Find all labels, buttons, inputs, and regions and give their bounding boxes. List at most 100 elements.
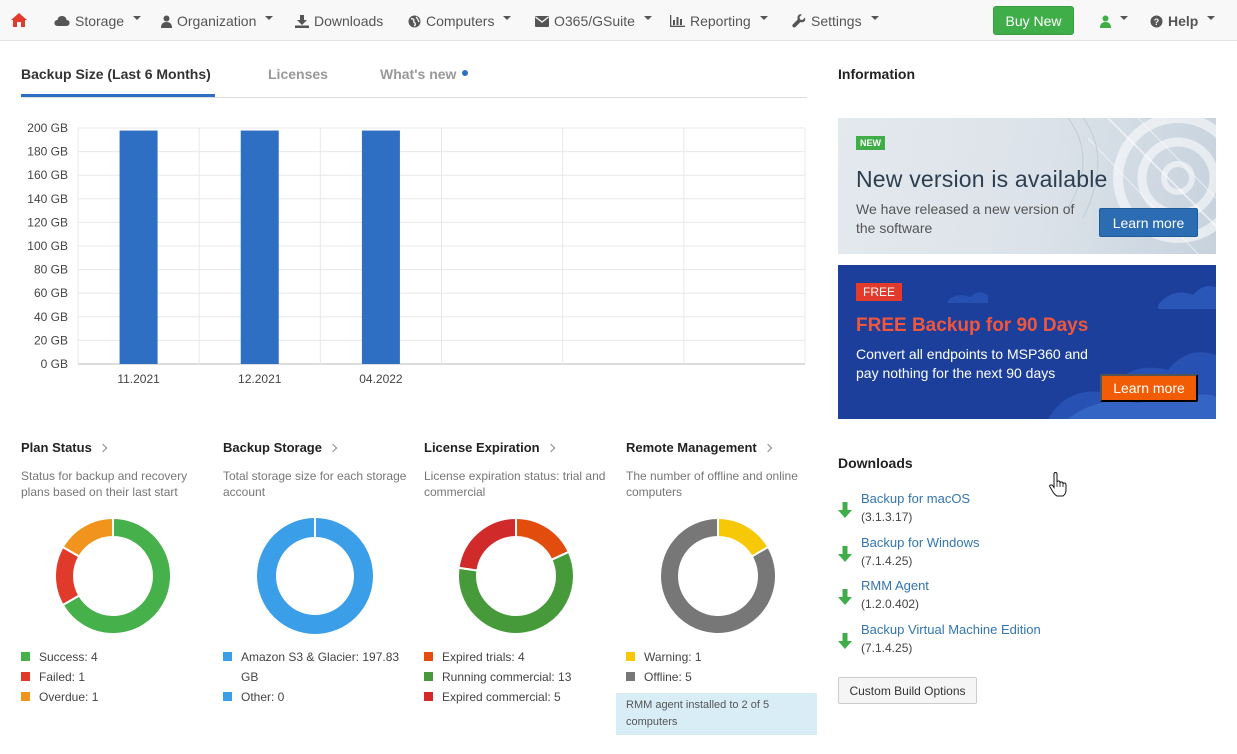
nav-storage-label: Storage	[75, 13, 125, 29]
home-icon[interactable]	[10, 11, 28, 29]
buy-new-button[interactable]: Buy New	[993, 6, 1074, 35]
backup-storage-title[interactable]: Backup Storage	[223, 438, 413, 456]
download-link-windows[interactable]: Backup for Windows	[861, 535, 980, 550]
card-remote-management: Remote Management The number of offline …	[616, 438, 817, 735]
donut-slice-expired-commercial[interactable]	[457, 516, 517, 572]
custom-build-options-button[interactable]: Custom Build Options	[838, 677, 977, 704]
chevron-right-icon	[546, 443, 555, 452]
x-tick-label: 04.2022	[359, 372, 403, 386]
download-arrow-icon	[838, 589, 852, 605]
bar-11.2021[interactable]	[119, 130, 158, 364]
donut-slice-overdue[interactable]	[61, 516, 114, 558]
download-item-windows: Backup for Windows (7.1.4.25)	[838, 535, 1138, 575]
download-icon	[295, 14, 309, 28]
nav-reporting[interactable]: Reporting	[670, 12, 768, 30]
license-expiration-legend: Expired trials: 4 Running commercial: 13…	[424, 647, 614, 707]
donut-slice-running-commercial[interactable]	[457, 550, 575, 635]
bar-12.2021[interactable]	[240, 130, 279, 364]
free-backup-text: Convert all endpoints to MSP360 and pay …	[856, 346, 1088, 381]
donut-slice-success[interactable]	[61, 516, 172, 635]
legend-success: Success: 4	[21, 647, 211, 667]
legend-failed: Failed: 1	[21, 667, 211, 687]
envelope-icon	[535, 15, 549, 27]
donut-slice-amazon-s3-glacier[interactable]	[257, 518, 373, 634]
nav-computers[interactable]: Computers	[408, 12, 512, 30]
tab-whats-new[interactable]: What's new	[380, 66, 469, 82]
nav-organization[interactable]: Organization	[161, 12, 274, 30]
remote-management-donut	[659, 516, 777, 635]
nav-organization-label: Organization	[177, 13, 257, 29]
download-item-rmm: RMM Agent (1.2.0.402)	[838, 578, 1138, 618]
bar-04.2022[interactable]	[361, 130, 400, 364]
donut-slice-offline[interactable]	[659, 516, 777, 635]
download-version: (7.1.4.25)	[861, 554, 913, 568]
chevron-down-icon	[759, 16, 768, 20]
chevron-right-icon	[328, 443, 338, 452]
cloud-icon	[54, 16, 70, 26]
y-tick-label: 140 GB	[27, 192, 68, 206]
nav-downloads[interactable]: Downloads	[295, 12, 383, 30]
new-badge: NEW	[856, 136, 885, 150]
hand-cursor-icon	[1049, 472, 1067, 497]
nav-computers-label: Computers	[426, 13, 495, 29]
legend-offline: Offline: 5	[626, 667, 816, 687]
new-version-title: New version is available	[856, 166, 1108, 192]
y-tick-label: 160 GB	[27, 168, 68, 182]
wrench-icon	[792, 14, 806, 28]
nav-o365[interactable]: O365/GSuite	[535, 12, 652, 30]
plan-status-legend: Success: 4 Failed: 1 Overdue: 1	[21, 647, 211, 707]
y-tick-label: 20 GB	[34, 333, 68, 347]
information-title: Information	[838, 66, 915, 82]
card-plan-status: Plan Status Status for backup and recove…	[21, 438, 211, 704]
y-tick-label: 40 GB	[34, 310, 68, 324]
dashboard-tabs: Backup Size (Last 6 Months) Licenses Wha…	[21, 60, 807, 98]
tab-licenses[interactable]: Licenses	[268, 66, 328, 82]
y-tick-label: 0 GB	[41, 357, 68, 371]
remote-management-desc: The number of offline and online compute…	[626, 469, 798, 499]
license-expiration-donut	[457, 516, 575, 635]
user-icon	[161, 15, 172, 28]
learn-more-button[interactable]: Learn more	[1100, 374, 1198, 402]
tab-backup-size[interactable]: Backup Size (Last 6 Months)	[21, 66, 211, 82]
y-tick-label: 100 GB	[27, 239, 68, 253]
license-expiration-title[interactable]: License Expiration	[424, 438, 614, 456]
legend-warning: Warning: 1	[626, 647, 816, 667]
bar-chart-icon	[670, 15, 685, 27]
learn-more-button[interactable]: Learn more	[1099, 208, 1198, 237]
chevron-down-icon	[133, 16, 142, 20]
download-version: (3.1.3.17)	[861, 510, 913, 524]
free-backup-banner[interactable]: FREE FREE Backup for 90 Days Convert all…	[838, 265, 1216, 419]
donut-slice-failed[interactable]	[54, 545, 81, 607]
rmm-agent-note: RMM agent installed to 2 of 5 computers	[616, 693, 817, 735]
nav-downloads-label: Downloads	[314, 13, 384, 29]
download-arrow-icon	[838, 546, 852, 562]
download-arrow-icon	[838, 502, 852, 518]
download-version: (7.1.4.25)	[861, 641, 913, 655]
chevron-down-icon	[870, 16, 879, 20]
donut-slice-expired-trials[interactable]	[515, 516, 571, 562]
license-expiration-desc: License expiration status: trial and com…	[424, 469, 606, 499]
backup-storage-donut	[257, 517, 373, 634]
legend-amazon: Amazon S3 & Glacier: 197.83 GB	[223, 647, 413, 687]
nav-reporting-label: Reporting	[690, 13, 751, 29]
backup-storage-desc: Total storage size for each storage acco…	[223, 469, 407, 499]
remote-management-legend: Warning: 1 Offline: 5	[626, 647, 816, 687]
nav-settings-label: Settings	[811, 13, 862, 29]
backup-storage-legend: Amazon S3 & Glacier: 197.83 GB Other: 0	[223, 647, 413, 707]
new-version-banner[interactable]: NEW New version is available We have rel…	[838, 118, 1216, 254]
y-tick-label: 180 GB	[27, 145, 68, 159]
help-menu[interactable]: ? Help	[1150, 12, 1216, 30]
plan-status-title[interactable]: Plan Status	[21, 438, 211, 456]
nav-settings[interactable]: Settings	[792, 12, 879, 30]
chevron-right-icon	[763, 443, 772, 452]
card-backup-storage: Backup Storage Total storage size for ea…	[223, 438, 413, 704]
chevron-down-icon	[265, 16, 274, 20]
user-menu[interactable]	[1100, 12, 1128, 30]
nav-storage[interactable]: Storage	[54, 12, 142, 30]
question-circle-icon: ?	[1150, 15, 1163, 27]
remote-management-title[interactable]: Remote Management	[626, 438, 816, 456]
download-link-rmm[interactable]: RMM Agent	[861, 578, 929, 593]
new-indicator-dot	[462, 70, 469, 77]
download-link-vm[interactable]: Backup Virtual Machine Edition	[861, 622, 1041, 637]
download-link-macos[interactable]: Backup for macOS	[861, 491, 971, 506]
